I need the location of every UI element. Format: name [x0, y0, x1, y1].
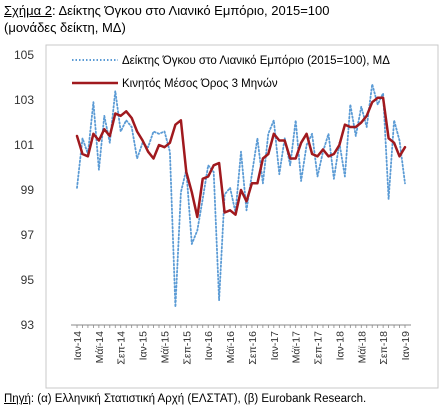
x-tick-label: Σεπ-16	[247, 331, 259, 365]
source-note: Πηγή: (α) Ελληνική Στατιστική Αρχή (ΕΛΣΤ…	[4, 393, 366, 405]
y-axis: 93 95 97 99 101 103 105	[14, 48, 34, 332]
x-tick-label: Μάϊ-17	[291, 331, 303, 363]
x-tick-label: Μάϊ-14	[94, 331, 106, 363]
series-ma-line	[75, 96, 407, 219]
x-axis: Ιαν-14 Μάϊ-14 Σεπ-14 Ιαν-15 Μάϊ-15 Σεπ-15 Ιαν-…	[71, 324, 412, 365]
legend: Δείκτης Όγκου στο Λιανικό Εμπόριο (2015=…	[72, 55, 390, 90]
y-tick-label: 101	[14, 138, 34, 152]
caption-label: Σχήμα 2	[4, 3, 52, 18]
y-tick-label: 105	[14, 48, 34, 62]
x-tick-label: Μάϊ-18	[356, 331, 368, 363]
x-tick-label: Σεπ-17	[313, 331, 325, 365]
x-tick-label: Ιαν-16	[203, 331, 215, 361]
series-index-line	[76, 83, 406, 308]
x-tick-label: Ιαν-15	[138, 331, 150, 361]
caption-title: : Δείκτης Όγκου στο Λιανικό Εμπόριο, 201…	[51, 3, 330, 18]
x-tick-label: Ιαν-18	[334, 331, 346, 361]
x-tick-label: Μάϊ-16	[225, 331, 237, 363]
series-layer	[75, 83, 407, 308]
x-tick-label: Ιαν-14	[72, 331, 84, 361]
y-tick-label: 103	[14, 93, 34, 107]
legend-label-ma: Κινητός Μέσος Όρος 3 Μηνών	[122, 78, 278, 90]
y-tick-label: 97	[21, 228, 35, 242]
x-tick-label: Σεπ-15	[181, 331, 193, 365]
caption-line-1: Σχήμα 2: Δείκτης Όγκου στο Λιανικό Εμπόρ…	[4, 2, 444, 19]
legend-label-index: Δείκτης Όγκου στο Λιανικό Εμπόριο (2015=…	[122, 55, 390, 67]
source-text: : (α) Ελληνική Στατιστική Αρχή (ΕΛΣΤΑΤ),…	[30, 393, 367, 405]
y-tick-label: 95	[21, 273, 35, 287]
caption-subtitle: (μονάδες δείκτη, ΜΔ)	[4, 20, 126, 35]
y-tick-label: 93	[21, 318, 35, 332]
plot-border	[45, 44, 439, 389]
y-tick-label: 99	[21, 183, 35, 197]
x-tick-label: Σεπ-14	[116, 331, 128, 365]
source-label: Πηγή	[4, 393, 31, 405]
x-tick-label: Μάϊ-15	[159, 331, 171, 363]
figure-caption: Σχήμα 2: Δείκτης Όγκου στο Λιανικό Εμπόρ…	[4, 2, 444, 36]
x-tick-label: Σεπ-18	[378, 331, 390, 365]
x-tick-label: Ιαν-19	[400, 331, 412, 361]
x-tick-label: Ιαν-17	[269, 331, 281, 361]
